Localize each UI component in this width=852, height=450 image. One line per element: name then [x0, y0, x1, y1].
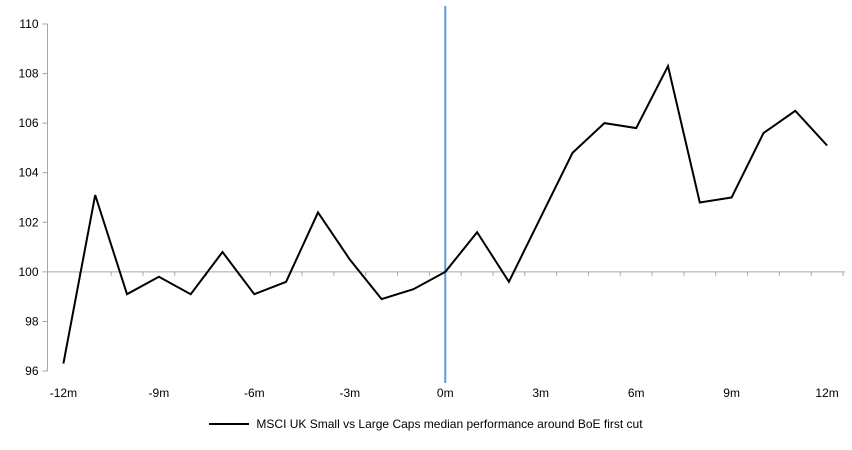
legend-label: MSCI UK Small vs Large Caps median perfo…: [256, 417, 643, 431]
y-axis-tick-label: 108: [18, 67, 38, 81]
series-polyline: [62, 63, 828, 364]
x-tick-label: 6m: [628, 386, 645, 400]
y-axis-tick-label: 100: [18, 265, 38, 279]
y-axis-tick-label: 106: [18, 116, 38, 130]
y-axis-tick-label: 98: [25, 314, 39, 328]
x-tick-label: -6m: [244, 386, 265, 400]
x-tick-label: 12m: [815, 386, 838, 400]
y-axis-tick-label: 104: [18, 166, 38, 180]
x-tick-label: 9m: [723, 386, 740, 400]
x-tick-label: 3m: [532, 386, 549, 400]
x-tick-label: -3m: [339, 386, 360, 400]
legend: MSCI UK Small vs Large Caps median perfo…: [0, 417, 852, 431]
x-tick-label: 0m: [437, 386, 454, 400]
x-tick-label: -12m: [50, 386, 77, 400]
y-axis-tick-label: 110: [19, 17, 38, 31]
y-axis-tick-label: 102: [18, 215, 38, 229]
legend-line-swatch: [209, 423, 250, 425]
y-axis-tick-label: 96: [25, 364, 39, 378]
x-tick-label: -9m: [149, 386, 170, 400]
